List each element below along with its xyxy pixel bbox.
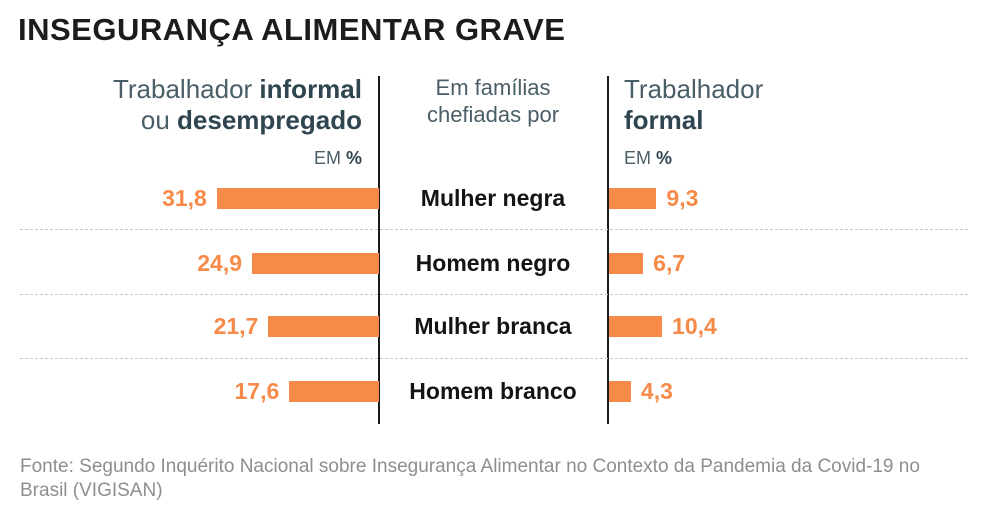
source-note: Fonte: Segundo Inquérito Nacional sobre … bbox=[20, 456, 920, 501]
bar-formal bbox=[609, 188, 657, 209]
category-label: Mulher negra bbox=[420, 185, 566, 211]
left-unit-label: EM % bbox=[313, 148, 362, 168]
row-separator bbox=[20, 294, 968, 295]
value-label-informal: 24,9 bbox=[197, 250, 243, 276]
bar-formal bbox=[609, 253, 644, 274]
chart-title: INSEGURANÇA ALIMENTAR GRAVE bbox=[18, 12, 566, 47]
right-unit-label: EM % bbox=[624, 148, 673, 168]
bar-formal bbox=[609, 381, 631, 402]
value-label-formal: 9,3 bbox=[666, 185, 699, 211]
bar-informal bbox=[252, 253, 379, 274]
value-label-informal: 31,8 bbox=[162, 185, 207, 211]
value-label-informal: 21,7 bbox=[213, 313, 259, 339]
value-label-formal: 4,3 bbox=[640, 378, 673, 404]
bar-informal bbox=[216, 188, 379, 209]
category-label: Mulher branca bbox=[414, 313, 572, 339]
row-separator bbox=[20, 358, 968, 359]
category-label: Homem negro bbox=[415, 250, 571, 276]
left-series-header: Trabalhador informal ou desempregado bbox=[112, 74, 362, 135]
right-axis-line bbox=[607, 76, 609, 424]
category-header: Em famílias chefiadas por bbox=[426, 75, 560, 127]
left-axis-line bbox=[378, 76, 380, 424]
bar-informal bbox=[268, 316, 379, 337]
bar-formal bbox=[609, 316, 663, 337]
category-label: Homem branco bbox=[409, 378, 577, 404]
bar-informal bbox=[289, 381, 379, 402]
right-series-header: Trabalhador formal bbox=[624, 74, 764, 135]
row-separator bbox=[20, 229, 968, 230]
value-label-formal: 10,4 bbox=[672, 313, 717, 339]
value-label-formal: 6,7 bbox=[653, 250, 686, 276]
value-label-informal: 17,6 bbox=[234, 378, 280, 404]
